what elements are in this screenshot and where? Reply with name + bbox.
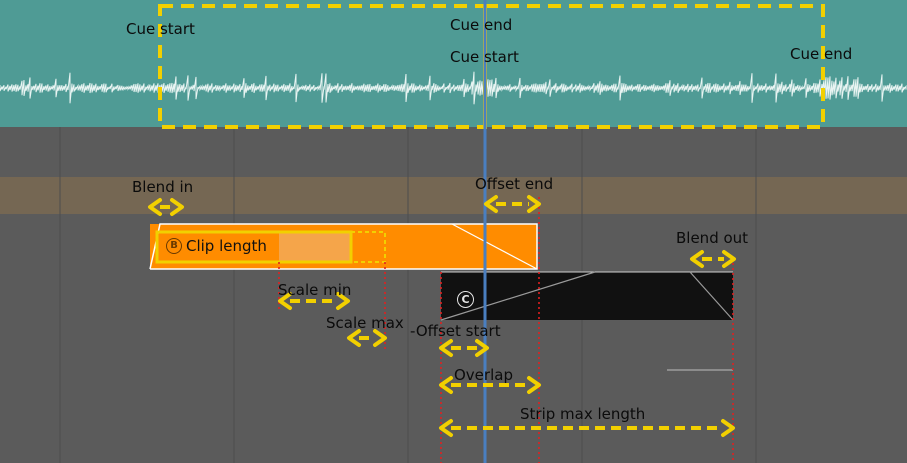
clip-length-fill (279, 232, 351, 262)
strip-c-body[interactable] (441, 272, 733, 320)
arrow-overlap (439, 376, 541, 394)
label-cue-start-2: Cue start (450, 48, 519, 66)
arrow-blend-out (690, 250, 736, 268)
strip-b[interactable] (149, 223, 538, 270)
label-scale-min: Scale min (278, 281, 352, 299)
arrow-offset-end (484, 195, 541, 213)
label-clip-length: B Clip length (166, 237, 267, 255)
strip-c-blend-out-ramp (689, 271, 734, 321)
strip-c-blend-in-ramp (440, 271, 596, 321)
arrow-offset-start (439, 339, 489, 357)
arrow-blend-in (148, 198, 184, 216)
label-overlap: Overlap (454, 366, 513, 384)
label-offset-start: -Offset start (410, 322, 501, 340)
arrow-strip-max-length (439, 419, 735, 437)
badge-c-icon: C (457, 291, 474, 308)
clip-length-text: Clip length (186, 237, 267, 255)
blend-out-ramp (451, 223, 538, 270)
audio-waveform (0, 71, 907, 105)
arrow-scale-min (278, 292, 350, 310)
label-blend-out: Blend out (676, 229, 749, 247)
label-offset-end: Offset end (475, 175, 554, 193)
scale-max-box (350, 231, 386, 263)
badge-b-icon: B (166, 238, 182, 254)
arrow-scale-max (347, 329, 387, 347)
label-scale-max: Scale max (326, 314, 404, 332)
cue-region-2 (483, 4, 825, 129)
waveform-area (0, 0, 907, 127)
label-cue-start-1: Cue start (126, 20, 195, 38)
label-strip-max-length: Strip max length (520, 405, 646, 423)
label-blend-in: Blend in (132, 178, 194, 196)
label-cue-end-1: Cue end (450, 16, 513, 34)
strip-c[interactable] (440, 271, 734, 321)
label-cue-end-2: Cue end (790, 45, 853, 63)
measurement-arrows (148, 195, 736, 437)
